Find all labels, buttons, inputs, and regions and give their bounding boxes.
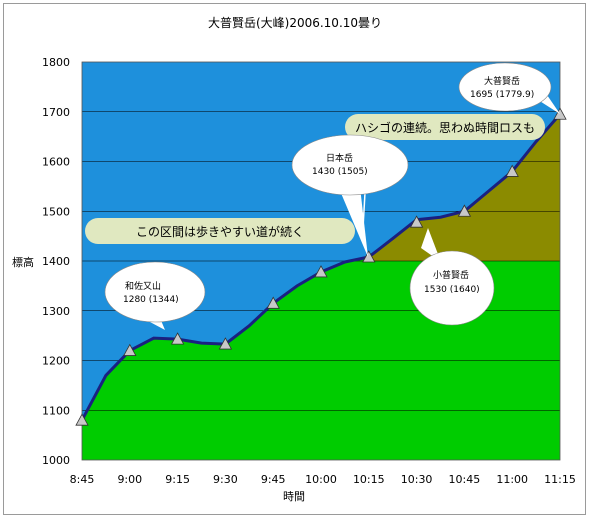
waypoint-marker [362,250,376,263]
callout-title: 日本岳 [326,152,353,164]
waypoint-marker [505,164,519,177]
x-tick-label: 10:45 [449,473,481,486]
y-tick-label: 1500 [42,205,70,218]
note-text: この区間は歩きやすい道が続く [136,224,304,239]
callout-wasa: 和佐又山 1280 (1344) [104,261,206,330]
y-tick-label: 1700 [42,106,70,119]
note-text: ハシゴの連続。思わぬ時間ロスも [355,120,535,135]
x-tick-label: 9:30 [213,473,238,486]
elevation-area [82,114,560,461]
x-axis-label: 時間 [283,490,305,503]
callout-title: 和佐又山 [125,280,161,292]
x-axis-ticks: 8:45 9:00 9:15 9:30 9:45 10:00 10:15 10:30 10:45… [70,473,576,486]
y-tick-label: 1000 [42,454,70,467]
plot-border [81,61,561,461]
callout-detail: 1695 (1779.9) [470,90,534,100]
waypoint-marker [314,265,328,278]
waypoint-markers [75,107,567,426]
x-tick-label: 10:00 [305,473,337,486]
y-tick-label: 1100 [42,404,70,417]
x-tick-label: 10:15 [353,473,385,486]
chart-title: 大普賢岳(大峰)2006.10.10曇り [208,16,382,30]
callout-detail: 1530 (1640) [424,285,480,295]
waypoint-marker [218,337,233,350]
note-ladder-section: ハシゴの連続。思わぬ時間ロスも [345,114,545,229]
callout-nihon: 日本岳 1430 (1505) [291,134,409,257]
waypoint-marker [75,413,89,426]
y-tick-label: 1200 [42,355,70,368]
callout-shofugen: 小普賢岳 1530 (1640) [409,228,495,326]
waypoint-marker [409,215,424,228]
x-tick-label: 11:15 [544,473,576,486]
x-tick-label: 11:00 [496,473,528,486]
x-tick-label: 9:00 [117,473,142,486]
x-tick-label: 10:30 [401,473,433,486]
callout-title: 大普賢岳 [484,75,520,87]
y-tick-label: 1600 [42,156,70,169]
callout-detail: 1280 (1344) [123,295,179,305]
callout-daifugen: 大普賢岳 1695 (1779.9) [458,62,560,114]
waypoint-marker [553,107,567,120]
x-tick-label: 8:45 [70,473,95,486]
y-tick-label: 1400 [42,255,70,268]
x-tick-label: 9:45 [261,473,286,486]
callout-title: 小普賢岳 [433,269,469,281]
waypoint-marker [457,204,472,217]
waypoint-marker [123,343,137,356]
y-tick-label: 1300 [42,305,70,318]
x-tick-label: 9:15 [165,473,190,486]
note-easy-section: この区間は歩きやすい道が続く [85,218,355,244]
callout-detail: 1430 (1505) [312,167,368,177]
y-axis-label: 標高 [12,255,34,269]
y-axis-ticks: 1000 1100 1200 1300 1400 1500 1600 1700 1800 [42,56,70,467]
waypoint-marker [266,296,280,309]
y-tick-label: 1800 [42,56,70,69]
waypoint-marker [170,332,185,345]
